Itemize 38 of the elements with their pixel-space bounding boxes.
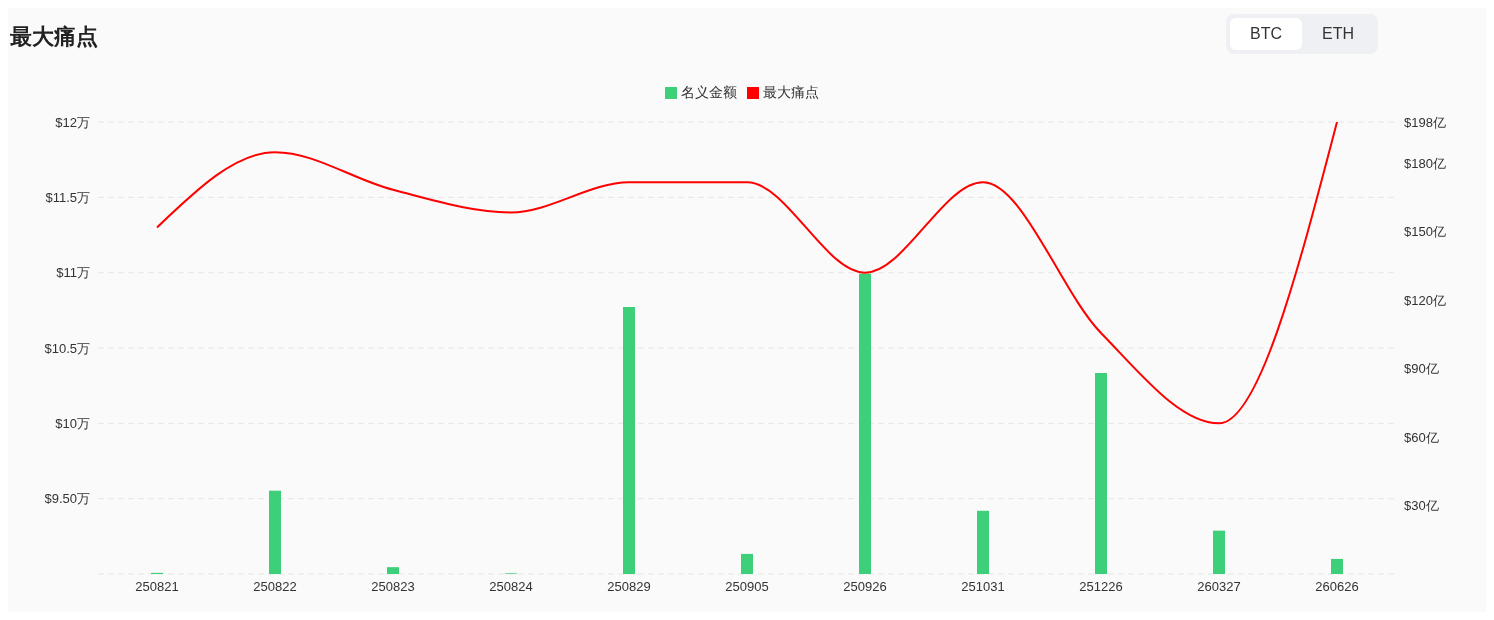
x-tick-label: 250926 bbox=[843, 579, 887, 595]
x-tick-label: 250905 bbox=[725, 579, 769, 595]
y-tick-label: $9.50万 bbox=[44, 491, 90, 507]
bar bbox=[1331, 558, 1343, 574]
bar bbox=[1095, 373, 1107, 574]
x-tick-label: 250824 bbox=[489, 579, 533, 595]
y2-tick-label: $150亿 bbox=[1404, 224, 1446, 240]
x-tick-label: 251031 bbox=[961, 579, 1005, 595]
x-tick-label: 251226 bbox=[1079, 579, 1123, 595]
bar bbox=[977, 510, 989, 574]
y2-tick-label: $180亿 bbox=[1404, 155, 1446, 171]
y-tick-label: $10.5万 bbox=[44, 340, 90, 356]
bar bbox=[741, 553, 753, 574]
bar bbox=[859, 273, 871, 574]
x-tick-label: 260327 bbox=[1197, 579, 1241, 595]
bar bbox=[1213, 530, 1225, 574]
chart-title: 最大痛点 bbox=[10, 23, 98, 51]
y-tick-label: $12万 bbox=[55, 114, 90, 130]
y-tick-label: $11万 bbox=[56, 265, 90, 281]
y2-tick-label: $120亿 bbox=[1404, 292, 1446, 308]
x-tick-label: 250823 bbox=[371, 579, 415, 595]
x-tick-label: 250821 bbox=[135, 579, 179, 595]
y2-tick-label: $198亿 bbox=[1404, 114, 1446, 130]
y-tick-label: $11.5万 bbox=[45, 189, 90, 205]
x-tick-label: 260626 bbox=[1315, 579, 1359, 595]
legend-label: 最大痛点 bbox=[763, 84, 819, 100]
bar bbox=[387, 567, 399, 574]
y2-tick-label: $60亿 bbox=[1404, 429, 1439, 445]
currency-toggle: BTC ETH bbox=[1226, 14, 1378, 54]
y2-tick-label: $90亿 bbox=[1404, 361, 1439, 377]
y-tick-label: $10万 bbox=[55, 415, 90, 431]
x-tick-label: 250829 bbox=[607, 579, 651, 595]
line-series bbox=[156, 122, 1338, 425]
bar bbox=[623, 306, 635, 574]
y2-tick-label: $30亿 bbox=[1404, 498, 1439, 514]
bar bbox=[269, 490, 281, 574]
x-tick-label: 250822 bbox=[253, 579, 297, 595]
legend-label: 名义金额 bbox=[681, 84, 737, 100]
